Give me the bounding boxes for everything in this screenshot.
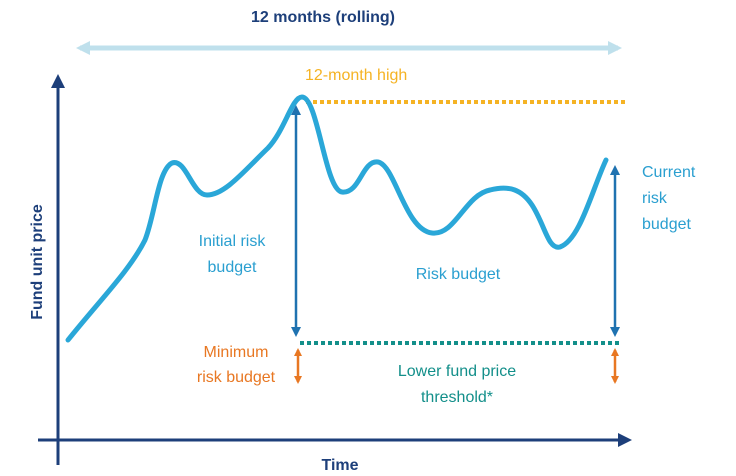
initial-risk-line: Initial risk [199, 233, 267, 250]
current-risk-line: budget [642, 216, 691, 233]
x-axis-label: Time [321, 457, 358, 474]
threshold-line-text: Lower fund price [398, 363, 516, 380]
risk-budget-label: Risk budget [416, 266, 501, 283]
min-risk-line: Minimum [204, 344, 269, 361]
min-risk-line: risk budget [197, 369, 276, 386]
current-risk-line: risk [642, 190, 668, 207]
high-label: 12-month high [305, 67, 407, 84]
title: 12 months (rolling) [251, 9, 395, 26]
price-curve [65, 94, 609, 343]
threshold-line-text: threshold* [421, 389, 493, 406]
initial-risk-line: budget [208, 259, 257, 276]
y-axis-label: Fund unit price [29, 204, 46, 320]
current-risk-line: Current [642, 164, 696, 181]
